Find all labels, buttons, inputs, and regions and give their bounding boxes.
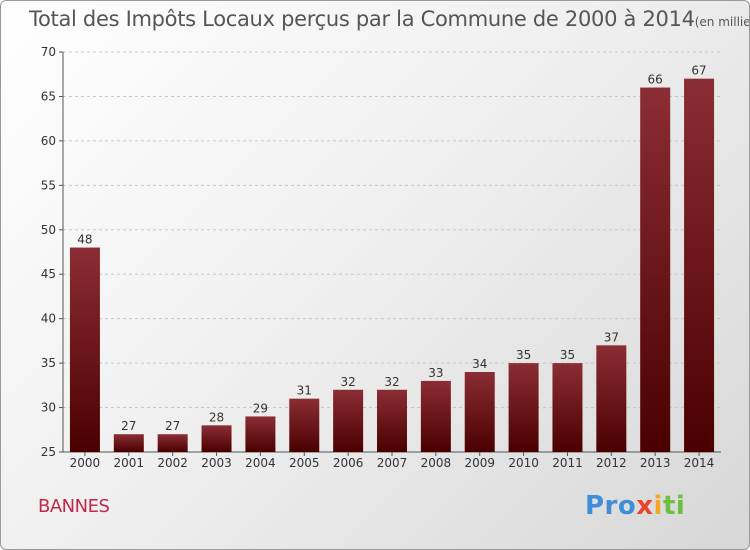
bar-2007 <box>377 389 407 452</box>
data-label-2009: 34 <box>472 357 487 371</box>
bar-2003 <box>201 425 232 452</box>
y-tick-label: 45 <box>41 267 56 281</box>
logo-part-1: Pro <box>585 491 637 521</box>
data-label-2013: 66 <box>648 73 663 87</box>
y-tick-label: 65 <box>41 89 56 103</box>
bar-2002 <box>157 434 188 452</box>
data-label-2005: 31 <box>297 384 312 398</box>
logo-part-3: i <box>653 491 663 521</box>
x-tick-label-2010: 2010 <box>508 456 539 470</box>
bars <box>69 78 715 453</box>
y-tick-label: 30 <box>41 401 56 415</box>
x-tick-label-2005: 2005 <box>289 456 320 470</box>
data-label-2007: 32 <box>384 375 399 389</box>
data-label-2000: 48 <box>77 233 92 247</box>
data-label-2004: 29 <box>253 401 268 415</box>
x-tick-label-2012: 2012 <box>596 456 627 470</box>
data-label-2001: 27 <box>121 419 136 433</box>
chart-unit: (en milliers d'€) <box>694 15 750 29</box>
data-label-2012: 37 <box>604 330 619 344</box>
y-tick-label: 60 <box>41 134 56 148</box>
data-label-2003: 28 <box>209 410 224 424</box>
bar-2004 <box>245 416 276 452</box>
bar-2009 <box>464 372 495 452</box>
proxiti-logo[interactable]: Proxiti <box>585 491 685 521</box>
x-tick-label-2006: 2006 <box>333 456 364 470</box>
y-tick-label: 25 <box>41 445 56 459</box>
commune-name: BANNES <box>38 496 110 517</box>
data-label-2008: 33 <box>428 366 443 380</box>
bar-2008 <box>420 380 451 452</box>
chart-title-text: Total des Impôts Locaux perçus par la Co… <box>29 7 695 31</box>
bar-2011 <box>552 363 583 452</box>
data-label-2014: 67 <box>691 64 706 78</box>
x-tick-label-2004: 2004 <box>245 456 276 470</box>
x-tick-label-2007: 2007 <box>377 456 408 470</box>
x-tick-label-2009: 2009 <box>464 456 495 470</box>
data-label-2010: 35 <box>516 348 531 362</box>
bar-2014 <box>684 78 715 453</box>
chart-title: Total des Impôts Locaux perçus par la Co… <box>29 7 750 31</box>
bar-2000 <box>69 247 100 452</box>
data-label-2006: 32 <box>340 375 355 389</box>
bar-2001 <box>113 434 144 452</box>
logo-part-4: ti <box>662 491 686 521</box>
x-tick-label-2014: 2014 <box>684 456 715 470</box>
data-label-2011: 35 <box>560 348 575 362</box>
x-tick-label-2008: 2008 <box>421 456 452 470</box>
labels: 48 2000 27 2001 27 2002 28 2003 29 2004 31 2005 32 20… <box>70 64 715 470</box>
data-label-2002: 27 <box>165 419 180 433</box>
x-tick-label-2001: 2001 <box>114 456 145 470</box>
x-tick-label-2000: 2000 <box>70 456 101 470</box>
y-tick-label: 55 <box>41 178 56 192</box>
x-tick-label-2011: 2011 <box>552 456 583 470</box>
y-tick-label: 70 <box>41 45 56 59</box>
x-tick-label-2002: 2002 <box>157 456 188 470</box>
logo-part-2: x <box>636 491 654 521</box>
x-tick-label-2013: 2013 <box>640 456 671 470</box>
bar-2006 <box>333 389 364 452</box>
x-tick-label-2003: 2003 <box>201 456 232 470</box>
y-tick-label: 35 <box>41 356 56 370</box>
y-tick-label: 50 <box>41 223 56 237</box>
bar-2012 <box>596 345 627 452</box>
bar-2005 <box>289 398 320 452</box>
bar-2010 <box>508 363 539 452</box>
y-tick-label: 40 <box>41 312 56 326</box>
bar-2013 <box>640 87 671 453</box>
